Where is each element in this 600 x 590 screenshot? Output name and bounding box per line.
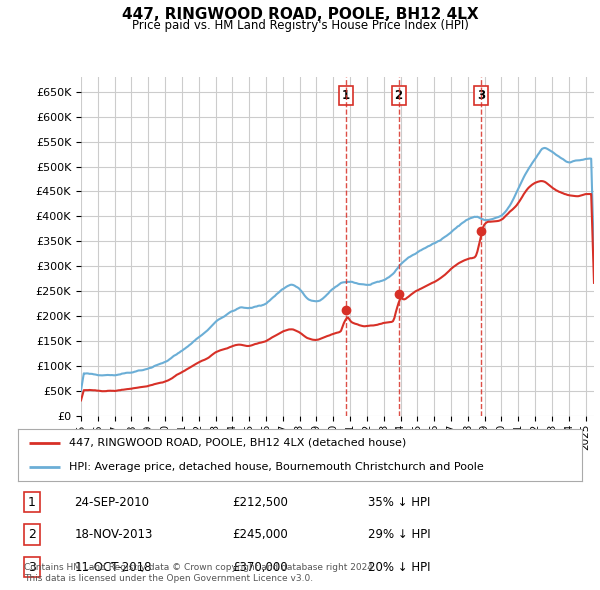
Text: This data is licensed under the Open Government Licence v3.0.: This data is licensed under the Open Gov… [24, 574, 313, 583]
Text: 20% ↓ HPI: 20% ↓ HPI [368, 560, 430, 573]
Text: £212,500: £212,500 [232, 496, 288, 509]
Text: 447, RINGWOOD ROAD, POOLE, BH12 4LX (detached house): 447, RINGWOOD ROAD, POOLE, BH12 4LX (det… [69, 438, 406, 448]
Text: Contains HM Land Registry data © Crown copyright and database right 2024.: Contains HM Land Registry data © Crown c… [24, 563, 376, 572]
Text: 2: 2 [28, 528, 36, 541]
Text: £245,000: £245,000 [232, 528, 288, 541]
Text: 29% ↓ HPI: 29% ↓ HPI [368, 528, 430, 541]
Text: 447, RINGWOOD ROAD, POOLE, BH12 4LX: 447, RINGWOOD ROAD, POOLE, BH12 4LX [122, 7, 478, 22]
Text: 11-OCT-2018: 11-OCT-2018 [74, 560, 152, 573]
Text: Price paid vs. HM Land Registry's House Price Index (HPI): Price paid vs. HM Land Registry's House … [131, 19, 469, 32]
Text: £370,000: £370,000 [232, 560, 288, 573]
Text: 1: 1 [28, 496, 36, 509]
Text: 18-NOV-2013: 18-NOV-2013 [74, 528, 153, 541]
Text: 24-SEP-2010: 24-SEP-2010 [74, 496, 149, 509]
Text: 3: 3 [28, 560, 36, 573]
Text: 3: 3 [477, 88, 485, 101]
Text: 35% ↓ HPI: 35% ↓ HPI [368, 496, 430, 509]
Text: 1: 1 [341, 88, 350, 101]
Text: 2: 2 [394, 88, 403, 101]
Text: HPI: Average price, detached house, Bournemouth Christchurch and Poole: HPI: Average price, detached house, Bour… [69, 462, 484, 472]
